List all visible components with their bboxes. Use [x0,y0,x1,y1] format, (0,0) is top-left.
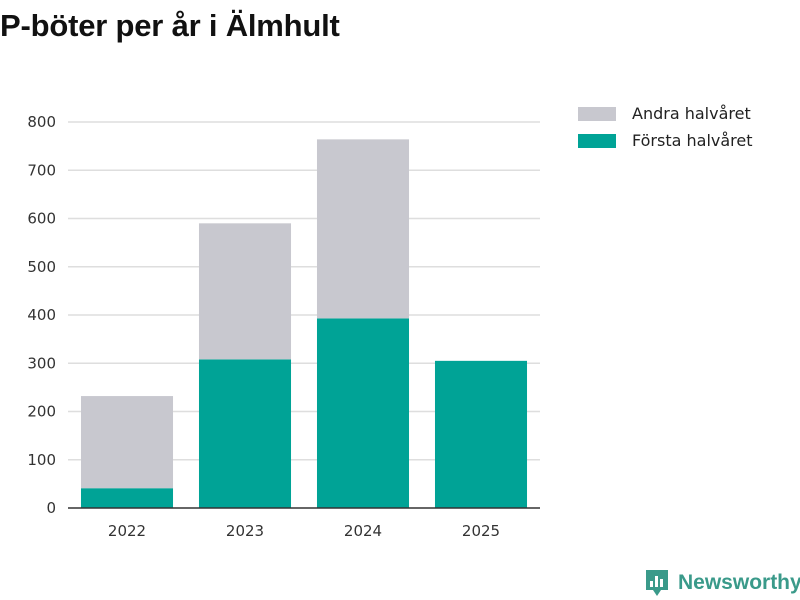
y-tick-label-800: 800 [27,113,56,131]
x-tick-label-2022: 2022 [108,522,146,540]
legend-item-forsta[interactable]: Första halvåret [578,127,753,154]
bar-2023-andra[interactable] [198,223,292,360]
y-tick-label-0: 0 [46,499,56,517]
legend-item-andra[interactable]: Andra halvåret [578,100,753,127]
y-tick-label-600: 600 [27,210,56,228]
y-tick-label-300: 300 [27,354,56,372]
brand-name: Newsworthy [678,571,800,594]
legend-swatch-forsta [578,133,616,148]
legend-swatch-andra [578,106,616,121]
bar-2025-forsta[interactable] [434,360,528,508]
y-tick-label-100: 100 [27,451,56,469]
bar-2024-forsta[interactable] [316,318,410,508]
legend-label-forsta: Första halvåret [632,131,753,150]
newsworthy-logo-icon [646,570,668,596]
bar-2023-forsta[interactable] [198,359,292,508]
brand: Newsworthy [644,568,800,598]
chart-title: P-böter per år i Älmhult [0,8,340,43]
y-tick-label-700: 700 [27,161,56,179]
x-tick-label-2024: 2024 [344,522,382,540]
bar-2024-andra[interactable] [316,139,410,319]
x-axis-tick-labels: 2022 2023 2024 2025 [108,522,500,540]
y-tick-label-400: 400 [27,306,56,324]
bar-2022-forsta[interactable] [80,488,174,508]
legend: Andra halvåret Första halvåret [578,100,753,154]
x-tick-label-2023: 2023 [226,522,264,540]
y-tick-label-500: 500 [27,258,56,276]
legend-label-andra: Andra halvåret [632,104,751,123]
bar-2022-andra[interactable] [80,396,174,489]
bars [80,139,528,508]
y-axis-tick-labels: 0 100 200 300 400 500 600 700 800 [27,113,56,517]
y-tick-label-200: 200 [27,403,56,421]
x-tick-label-2025: 2025 [462,522,500,540]
